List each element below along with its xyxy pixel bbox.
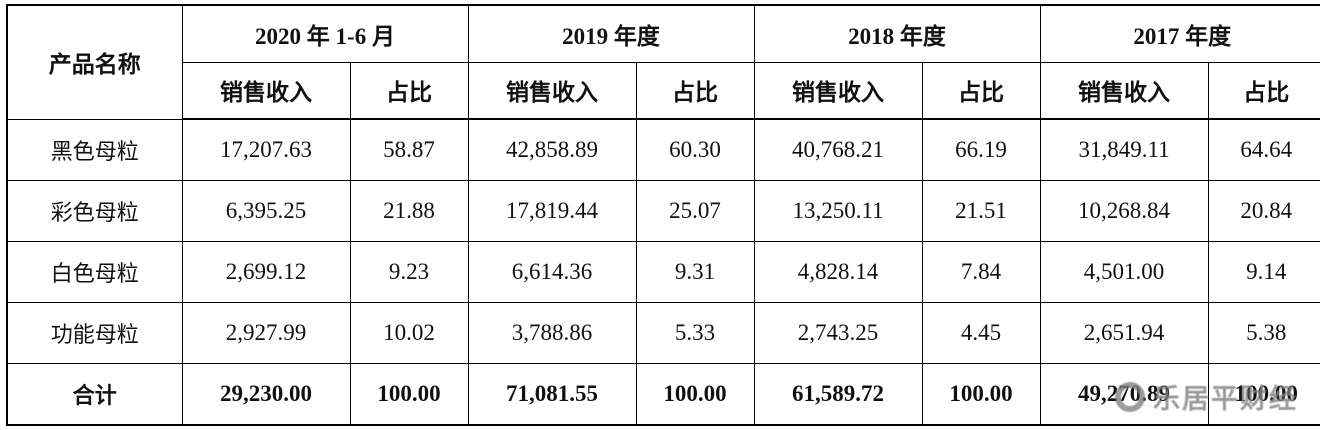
share-cell: 5.38: [1207, 302, 1320, 365]
header-share-2019: 占比: [635, 61, 755, 120]
header-share-2017: 占比: [1207, 61, 1320, 120]
revenue-cell: 31,849.11: [1039, 118, 1209, 181]
revenue-cell: 10,268.84: [1039, 179, 1209, 242]
share-cell: 5.33: [635, 302, 755, 365]
table-total-row: 合计 29,230.00 100.00 71,081.55 100.00 61,…: [6, 363, 1320, 426]
header-share-2018: 占比: [921, 61, 1041, 120]
share-cell: 25.07: [635, 179, 755, 242]
product-name-cell: 彩色母粒: [6, 179, 183, 242]
table-page: 产品名称 2020 年 1-6 月 2019 年度 2018 年度 2017 年…: [6, 4, 1320, 426]
share-cell: 58.87: [349, 118, 469, 181]
product-name-cell: 功能母粒: [6, 302, 183, 365]
year-group-2019: 2019 年度: [467, 4, 755, 63]
total-share-cell: 100.00: [921, 363, 1041, 426]
revenue-cell: 6,614.36: [467, 240, 637, 304]
share-cell: 66.19: [921, 118, 1041, 181]
revenue-cell: 13,250.11: [753, 179, 923, 242]
share-cell: 9.23: [349, 240, 469, 304]
table-row: 彩色母粒 6,395.25 21.88 17,819.44 25.07 13,2…: [6, 179, 1320, 242]
share-cell: 60.30: [635, 118, 755, 181]
product-name-cell: 白色母粒: [6, 240, 183, 304]
total-label-cell: 合计: [6, 363, 183, 426]
revenue-cell: 2,651.94: [1039, 302, 1209, 365]
header-revenue-2020: 销售收入: [181, 61, 351, 120]
revenue-by-product-table: 产品名称 2020 年 1-6 月 2019 年度 2018 年度 2017 年…: [6, 4, 1320, 426]
revenue-cell: 4,828.14: [753, 240, 923, 304]
revenue-cell: 17,819.44: [467, 179, 637, 242]
revenue-cell: 40,768.21: [753, 118, 923, 181]
share-cell: 9.14: [1207, 240, 1320, 304]
total-revenue-cell: 71,081.55: [467, 363, 637, 426]
revenue-cell: 6,395.25: [181, 179, 351, 242]
header-revenue-2017: 销售收入: [1039, 61, 1209, 120]
share-cell: 7.84: [921, 240, 1041, 304]
product-name-cell: 黑色母粒: [6, 118, 183, 181]
revenue-cell: 17,207.63: [181, 118, 351, 181]
header-revenue-2019: 销售收入: [467, 61, 637, 120]
product-column-header: 产品名称: [6, 4, 183, 120]
share-cell: 20.84: [1207, 179, 1320, 242]
total-revenue-cell: 49,270.89: [1039, 363, 1209, 426]
table-row: 白色母粒 2,699.12 9.23 6,614.36 9.31 4,828.1…: [6, 240, 1320, 304]
year-group-2017: 2017 年度: [1039, 4, 1320, 63]
revenue-cell: 3,788.86: [467, 302, 637, 365]
revenue-cell: 2,699.12: [181, 240, 351, 304]
year-group-2020: 2020 年 1-6 月: [181, 4, 469, 63]
share-cell: 4.45: [921, 302, 1041, 365]
total-share-cell: 100.00: [635, 363, 755, 426]
share-cell: 21.51: [921, 179, 1041, 242]
share-cell: 9.31: [635, 240, 755, 304]
revenue-cell: 4,501.00: [1039, 240, 1209, 304]
total-share-cell: 100.00: [1207, 363, 1320, 426]
table-header-row-metrics: 销售收入 占比 销售收入 占比 销售收入 占比 销售收入 占比: [7, 61, 1320, 120]
total-revenue-cell: 29,230.00: [181, 363, 351, 426]
share-cell: 10.02: [349, 302, 469, 365]
revenue-cell: 2,927.99: [181, 302, 351, 365]
header-share-2020: 占比: [349, 61, 469, 120]
table-row: 黑色母粒 17,207.63 58.87 42,858.89 60.30 40,…: [6, 118, 1320, 181]
revenue-cell: 42,858.89: [467, 118, 637, 181]
share-cell: 64.64: [1207, 118, 1320, 181]
table-header-row-years: 产品名称 2020 年 1-6 月 2019 年度 2018 年度 2017 年…: [6, 4, 1320, 120]
year-group-2018: 2018 年度: [753, 4, 1041, 63]
total-share-cell: 100.00: [349, 363, 469, 426]
revenue-cell: 2,743.25: [753, 302, 923, 365]
total-revenue-cell: 61,589.72: [753, 363, 923, 426]
share-cell: 21.88: [349, 179, 469, 242]
table-row: 功能母粒 2,927.99 10.02 3,788.86 5.33 2,743.…: [6, 302, 1320, 365]
header-revenue-2018: 销售收入: [753, 61, 923, 120]
